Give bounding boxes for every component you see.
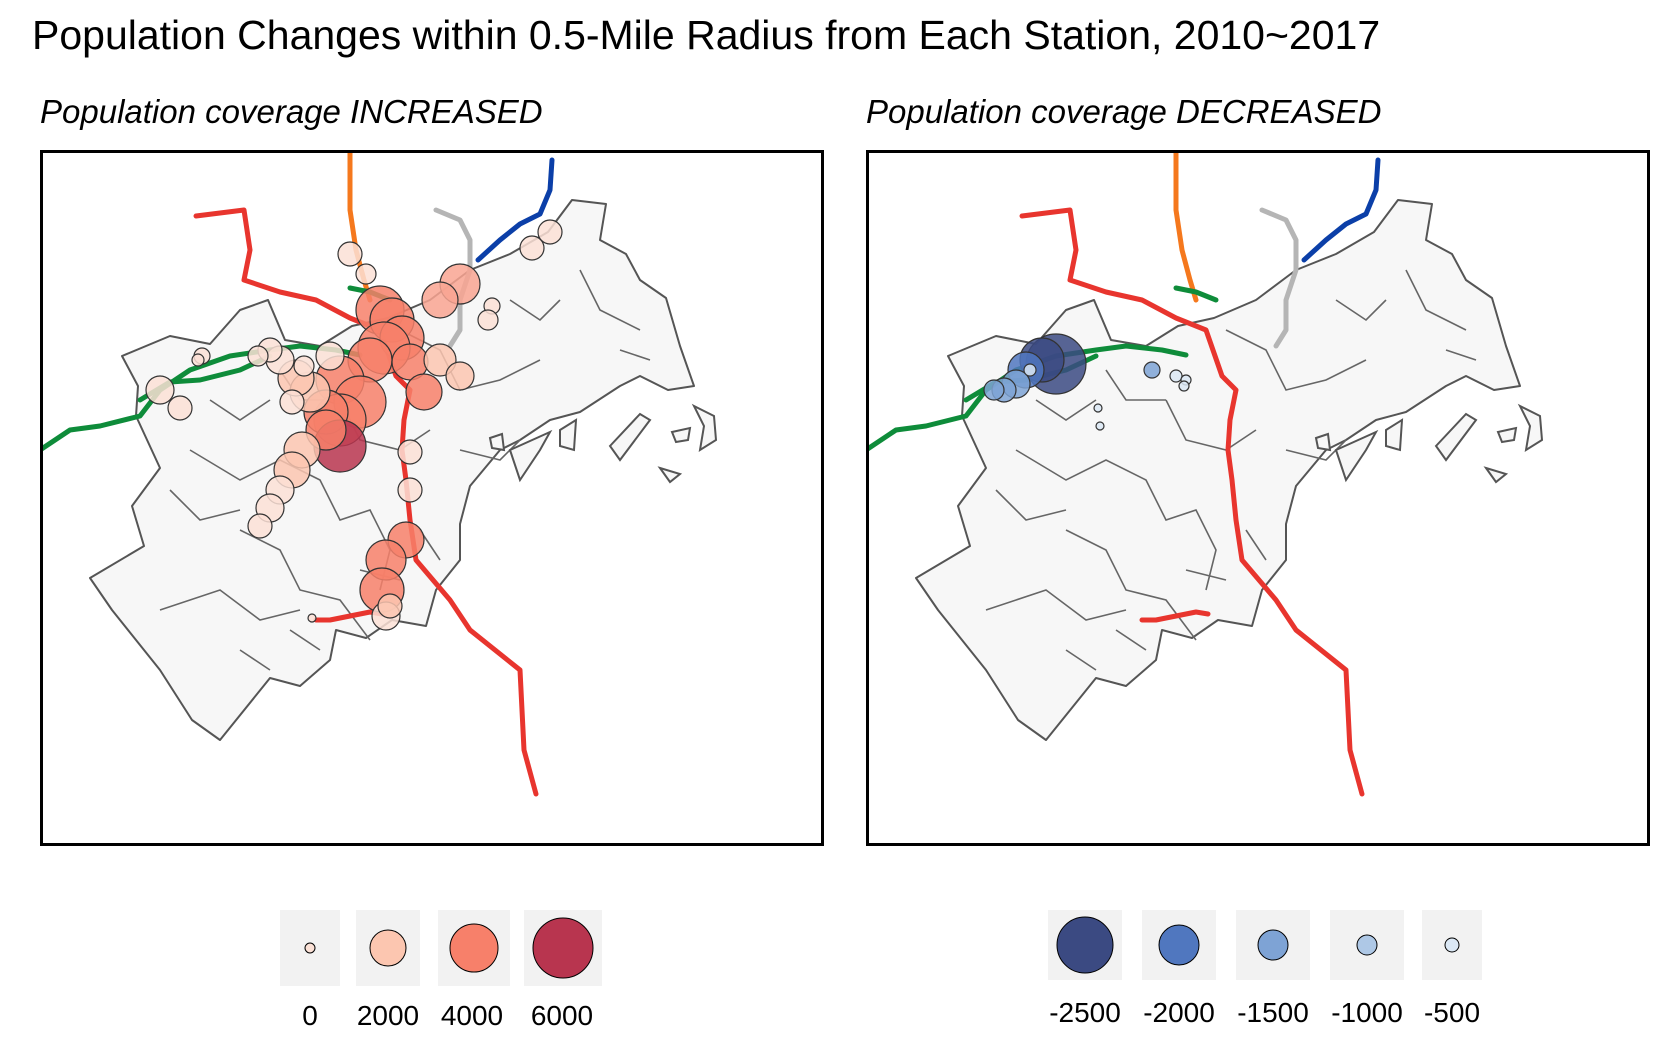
station-circle <box>405 373 443 411</box>
map-increased <box>40 150 824 846</box>
legend-key-4000 <box>438 910 510 986</box>
station-circle <box>397 439 423 465</box>
harbor-islands <box>1314 403 1544 484</box>
legend-key-neg1000 <box>1330 910 1404 980</box>
station-circle <box>519 235 545 261</box>
station-circle <box>1143 361 1161 379</box>
legend-label-neg2500: -2500 <box>1049 997 1121 1028</box>
legend-label-neg2000: -2000 <box>1143 997 1215 1028</box>
legend-key-neg2500 <box>1048 910 1122 980</box>
legend-key-0 <box>280 910 340 986</box>
legend-key-6000 <box>524 910 602 986</box>
station-circle <box>247 513 273 539</box>
figure-title: Population Changes within 0.5-Mile Radiu… <box>32 12 1381 58</box>
map-frame <box>40 150 824 846</box>
station-circle <box>983 379 1005 401</box>
station-circle <box>293 355 315 377</box>
panel-title-decreased: Population coverage DECREASED <box>866 93 1382 130</box>
map-frame <box>866 150 1650 846</box>
station-circle <box>537 219 563 245</box>
tract-boundaries <box>985 269 1477 671</box>
station-circle <box>397 477 423 503</box>
station-circle <box>337 241 363 267</box>
legend-label-4000: 4000 <box>440 1000 504 1031</box>
station-circle <box>145 375 175 405</box>
station-circle <box>421 281 459 319</box>
harbor-islands <box>488 403 718 484</box>
station-circle <box>355 263 377 285</box>
station-circles-increased <box>145 219 563 631</box>
panel-title-increased: Population coverage INCREASED <box>40 93 543 130</box>
map-decreased <box>866 150 1650 846</box>
station-circle <box>1023 363 1037 377</box>
legend-label-neg500: -500 <box>1423 997 1481 1028</box>
legend-key-neg1500 <box>1236 910 1310 980</box>
legend-key-neg500 <box>1422 910 1482 980</box>
station-circle <box>247 345 269 367</box>
legend-label-neg1000: -1000 <box>1331 997 1403 1028</box>
legend-key-neg2000 <box>1142 910 1216 980</box>
station-circle <box>1095 421 1105 431</box>
station-circle <box>279 389 305 415</box>
station-circle <box>191 353 205 367</box>
boston-tracts <box>89 199 695 741</box>
legend-label-0: 0 <box>302 1000 318 1031</box>
station-circle <box>1093 403 1103 413</box>
station-circle <box>167 395 193 421</box>
station-circle <box>377 593 403 619</box>
legend-label-6000: 6000 <box>530 1000 594 1031</box>
station-circle <box>477 309 499 331</box>
station-circles-decreased <box>983 333 1192 431</box>
legend-label-neg1500: -1500 <box>1237 997 1309 1028</box>
legend-key-2000 <box>356 910 420 986</box>
station-circle <box>1178 380 1190 392</box>
legend-label-2000: 2000 <box>356 1000 420 1031</box>
station-circle <box>315 341 345 371</box>
boston-tracts <box>915 199 1521 741</box>
station-circle <box>307 613 317 623</box>
station-circle <box>1169 369 1183 383</box>
station-circle <box>445 361 475 391</box>
